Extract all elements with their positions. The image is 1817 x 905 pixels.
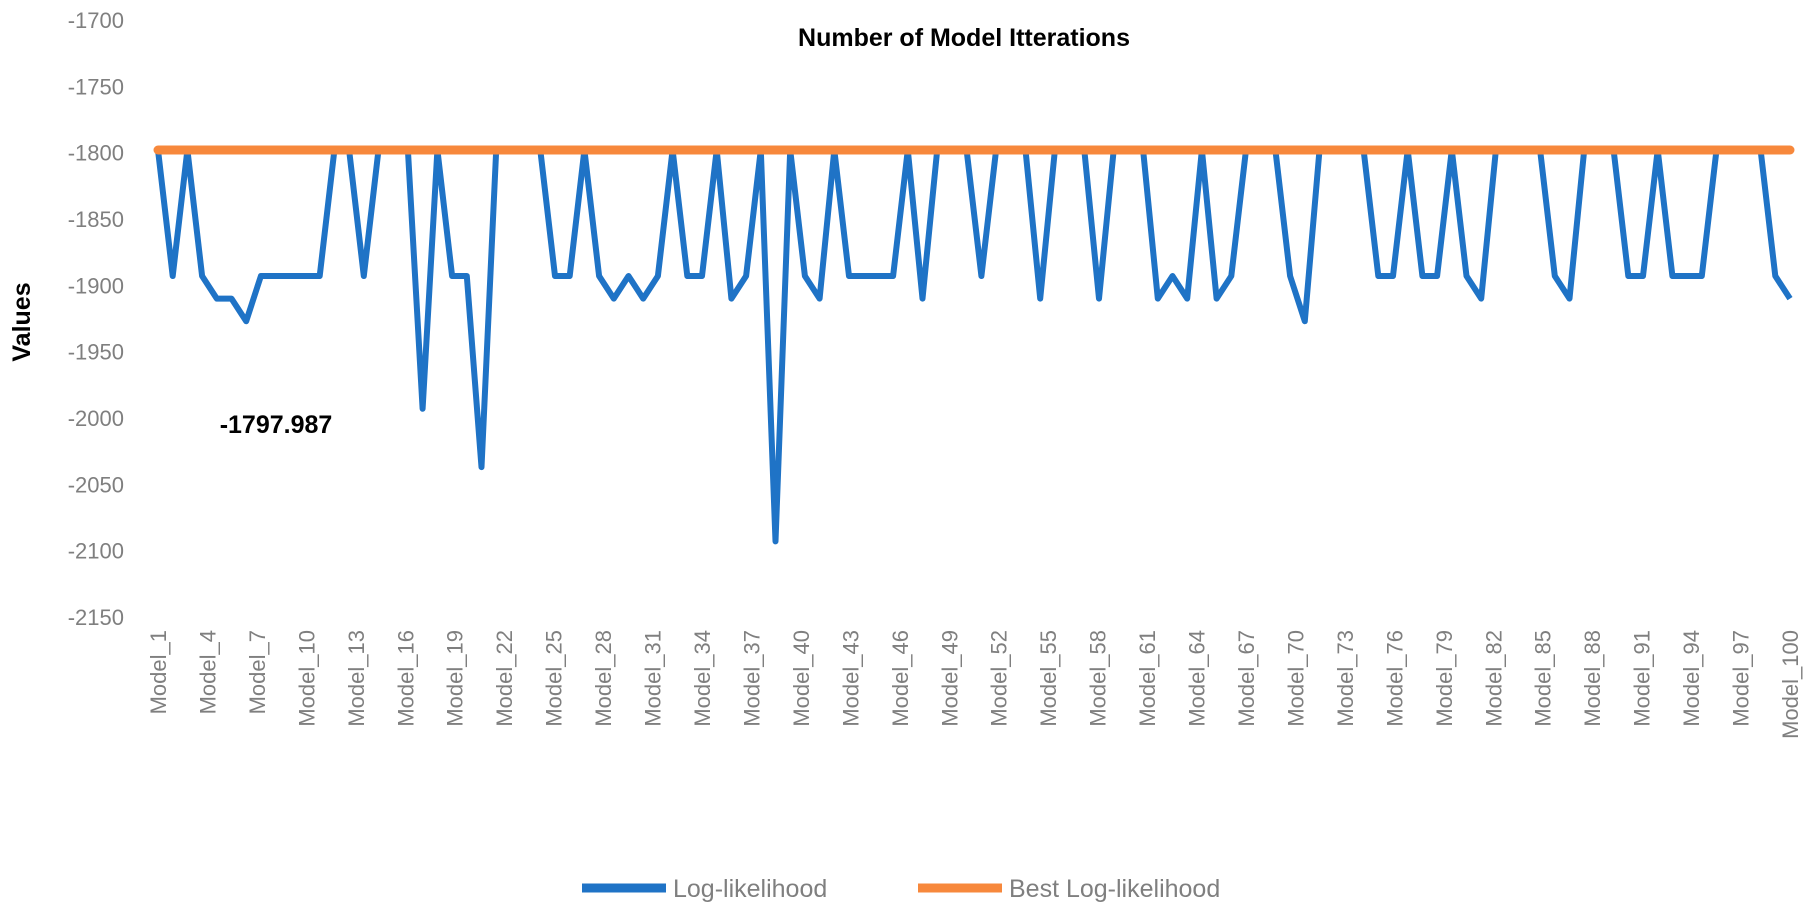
x-tick-label: Model_85 bbox=[1531, 630, 1556, 727]
x-tick-label: Model_100 bbox=[1778, 630, 1803, 739]
x-tick-label: Model_70 bbox=[1283, 630, 1308, 727]
y-axis-label: Values bbox=[8, 282, 36, 361]
y-tick-label: -1900 bbox=[68, 273, 124, 298]
legend-label-log-likelihood: Log-likelihood bbox=[673, 875, 827, 903]
x-tick-label: Model_73 bbox=[1333, 630, 1358, 727]
x-tick-label: Model_16 bbox=[393, 630, 418, 727]
x-tick-label: Model_13 bbox=[344, 630, 369, 727]
x-tick-label: Model_34 bbox=[690, 630, 715, 727]
x-tick-label: Model_25 bbox=[542, 630, 567, 727]
x-tick-label: Model_79 bbox=[1432, 630, 1457, 727]
x-axis-ticks: Model_1 Model_4 Model_7 Model_10 Model_13 Mod… bbox=[146, 630, 1803, 739]
x-tick-label: Model_43 bbox=[838, 630, 863, 727]
x-tick-label: Model_37 bbox=[739, 630, 764, 727]
x-tick-label: Model_58 bbox=[1086, 630, 1111, 727]
x-tick-label: Model_88 bbox=[1580, 630, 1605, 727]
legend-label-best-log-likelihood: Best Log-likelihood bbox=[1009, 875, 1220, 903]
x-tick-label: Model_40 bbox=[789, 630, 814, 727]
x-tick-label: Model_49 bbox=[937, 630, 962, 727]
y-tick-label: -1750 bbox=[68, 74, 124, 99]
y-tick-label: -2000 bbox=[68, 406, 124, 431]
x-tick-label: Model_94 bbox=[1679, 630, 1704, 727]
x-tick-label: Model_7 bbox=[245, 630, 270, 714]
x-tick-label: Model_61 bbox=[1135, 630, 1160, 727]
best-value-annotation: -1797.987 bbox=[220, 411, 333, 439]
x-tick-label: Model_46 bbox=[888, 630, 913, 727]
y-tick-label: -2050 bbox=[68, 472, 124, 497]
legend: Log-likelihood Best Log-likelihood bbox=[582, 875, 1220, 903]
y-tick-label: -1850 bbox=[68, 207, 124, 232]
x-tick-label: Model_1 bbox=[146, 630, 171, 714]
y-tick-label: -2100 bbox=[68, 539, 124, 564]
x-tick-label: Model_67 bbox=[1234, 630, 1259, 727]
x-tick-label: Model_55 bbox=[1036, 630, 1061, 727]
y-tick-label: -2150 bbox=[68, 605, 124, 630]
y-tick-label: -1700 bbox=[68, 8, 124, 33]
x-tick-label: Model_52 bbox=[987, 630, 1012, 727]
x-tick-label: Model_82 bbox=[1481, 630, 1506, 727]
x-tick-label: Model_22 bbox=[492, 630, 517, 727]
series-line-log-likelihood bbox=[155, 147, 1793, 545]
x-tick-label: Model_4 bbox=[195, 630, 220, 714]
x-tick-label: Model_28 bbox=[591, 630, 616, 727]
x-tick-label: Model_31 bbox=[641, 630, 666, 727]
x-tick-label: Model_97 bbox=[1729, 630, 1754, 727]
chart-title: Number of Model Itterations bbox=[798, 24, 1130, 52]
x-tick-label: Model_10 bbox=[294, 630, 319, 727]
y-tick-label: -1950 bbox=[68, 340, 124, 365]
y-axis-ticks: -1700 -1750 -1800 -1850 -1900 -1950 -2000 -2050… bbox=[68, 8, 124, 630]
x-tick-label: Model_64 bbox=[1185, 630, 1210, 727]
y-tick-label: -1800 bbox=[68, 141, 124, 166]
x-tick-label: Model_91 bbox=[1630, 630, 1655, 727]
series-lines bbox=[153, 145, 1795, 545]
x-tick-label: Model_76 bbox=[1382, 630, 1407, 727]
x-tick-label: Model_19 bbox=[443, 630, 468, 727]
